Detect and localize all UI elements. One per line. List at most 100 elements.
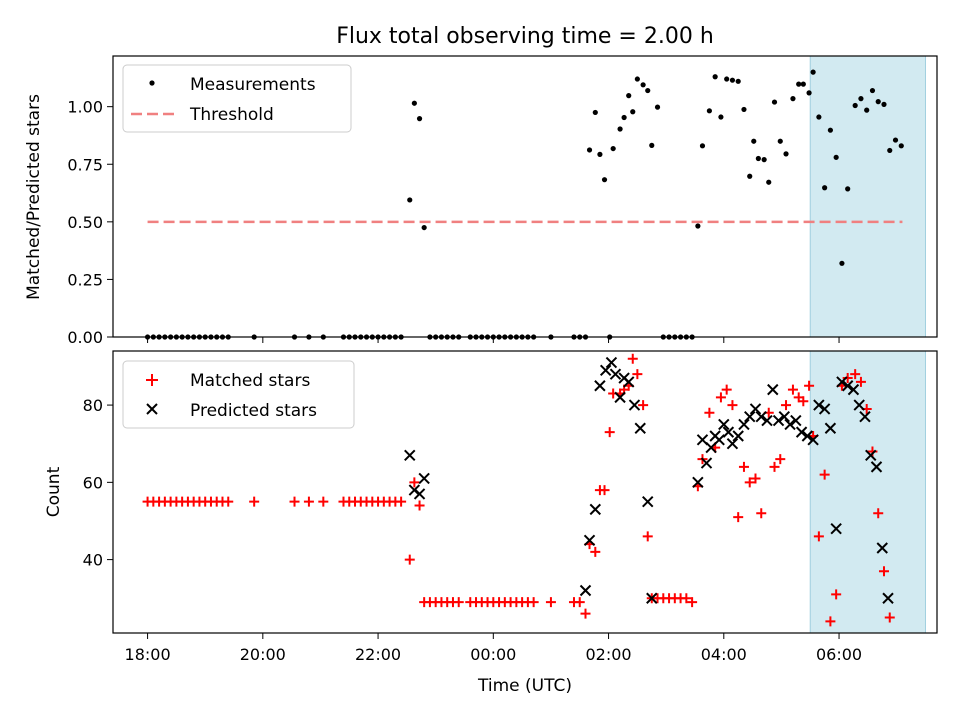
predicted-star-point [738,418,750,431]
predicted-star-point [744,410,756,423]
measurement-point [695,223,701,229]
predicted-star-point [646,592,658,604]
measurement-point [592,109,598,116]
measurement-point [771,99,778,105]
matched-star-point [627,353,638,364]
top-legend-box [122,64,352,133]
measurement-point [790,96,796,102]
measurement-point [407,197,413,203]
matched-star-point [831,589,842,600]
measurement-point [654,104,661,110]
measurement-point [741,106,747,113]
measurement-point [634,76,640,82]
matched-star-point [404,554,415,565]
top-y-tick-label: 0.75 [67,155,103,174]
predicted-star-point [718,418,730,431]
matched-star-point [781,400,792,411]
predicted-star-point [700,457,713,469]
measurement-point [887,147,893,154]
matched-star-point [787,384,798,395]
matched-star-point [756,508,767,519]
measurement-point [833,154,839,160]
predicted-star-point [722,426,735,438]
predicted-star-point [841,380,854,392]
measurement-point [416,116,423,122]
bottom-panel: 40 60 80 18:00 20:00 22:00 00:00 02:00 04:00 06:… [44,350,938,696]
measurement-point [586,147,593,153]
predicted-star-point [623,376,635,388]
matched-star-point [825,616,836,627]
measurement-point [898,143,904,149]
matched-star-point [318,496,329,507]
predicted-star-point [579,584,592,597]
matched-star-point [727,400,738,411]
predicted-star-point [767,383,779,396]
measurement-point [706,108,712,114]
matched-star-point [580,608,591,619]
legend-threshold-label: Threshold [189,105,274,125]
predicted-star-point [642,495,654,508]
predicted-star-point [692,476,704,489]
predicted-star-points [404,356,894,604]
measurement-point [729,77,736,83]
bottom-x-tick-label: 00:00 [470,645,516,664]
measurement-point [755,155,761,162]
measurement-point [421,224,427,231]
measurement-point [617,126,623,132]
matched-star-point [528,597,539,608]
predicted-star-point [847,383,860,396]
matched-star-point [574,597,585,608]
bottom-x-tick-label: 20:00 [240,645,286,664]
predicted-star-point [853,399,865,411]
legend-matched-marker [146,374,158,386]
legend-matched-label: Matched stars [190,371,310,391]
matched-star-point [733,512,744,523]
measurement-point [747,173,753,179]
bottom-x-tick-label: 02:00 [585,645,631,664]
matched-star-point [453,597,464,608]
predicted-star-point [865,449,877,462]
legend-predicted-marker [146,403,158,415]
bottom-x-tick-label: 04:00 [701,645,747,664]
measurement-point [777,138,783,144]
top-y-ticks: 0.00 0.25 0.50 0.75 1.00 [67,98,113,347]
predicted-star-point [614,391,626,404]
measurement-point [751,138,757,144]
bottom-x-tick-label: 22:00 [355,645,401,664]
legend-measurements-label: Measurements [190,75,316,95]
predicted-star-point [876,542,888,554]
measurement-point [858,96,864,102]
matched-star-point [681,593,692,604]
top-y-tick-label: 0.50 [67,213,103,232]
measurement-point [718,114,724,120]
matched-star-point [545,597,556,608]
measurement-point [783,151,789,157]
measurement-point [699,143,706,149]
matched-star-point [289,496,300,507]
matched-star-point [414,500,425,511]
predicted-star-point [404,449,416,462]
matched-star-point [303,496,314,507]
measurement-point [852,102,858,109]
matched-star-point [855,376,866,387]
predicted-star-point [589,503,602,516]
top-axes-frame [112,55,938,338]
matched-star-point [409,477,420,488]
predicted-star-point [836,376,848,388]
matched-star-points [142,353,895,627]
matched-star-point [721,384,732,395]
top-y-axis-label: Matched/Predicted stars [24,94,44,300]
predicted-star-point [594,380,606,392]
predicted-star-point [418,472,430,485]
top-legend: Measurements Threshold [122,64,352,133]
predicted-star-point [830,522,842,535]
predicted-star-point [634,422,646,434]
bottom-y-tick-label: 80 [83,396,103,415]
predicted-star-point [870,461,883,473]
matched-star-point [223,496,234,507]
matched-star-point [249,496,260,507]
matched-star-point [813,531,824,542]
chart-title: Flux total observing time = 2.00 h [336,24,714,49]
predicted-star-point [749,403,762,415]
